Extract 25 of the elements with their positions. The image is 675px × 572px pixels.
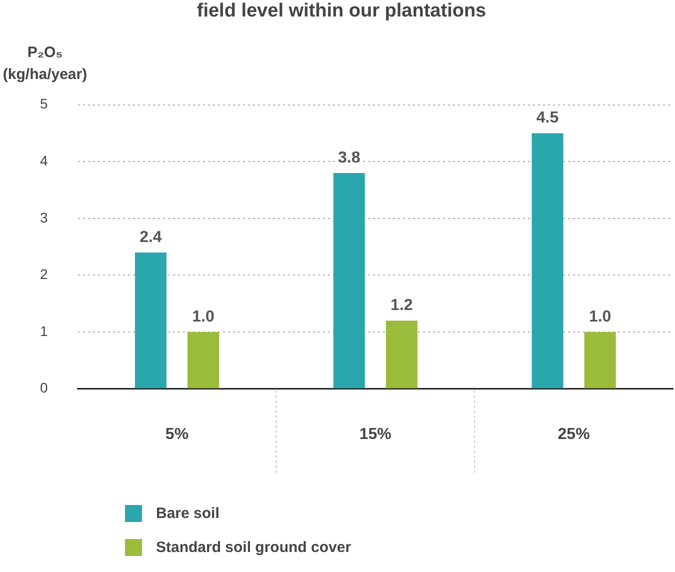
- bar: [333, 172, 365, 388]
- bar: [386, 320, 418, 388]
- x-tick-label: 25%: [558, 426, 590, 443]
- y-tick-label: 3: [40, 209, 48, 226]
- y-tick-label: 5: [40, 96, 48, 112]
- bar: [188, 332, 220, 388]
- legend-label: Standard soil ground cover: [156, 538, 352, 556]
- data-label: 3.8: [338, 149, 360, 166]
- chart-title: field level within our plantations: [196, 0, 486, 22]
- y-tick-label: 2: [40, 266, 48, 282]
- y-tick-label: 1: [40, 322, 48, 339]
- legend-label: Bare soil: [156, 504, 220, 522]
- bar: [134, 252, 166, 388]
- bar: [584, 332, 616, 388]
- x-tick-label: 15%: [359, 426, 392, 443]
- data-label: 1.2: [390, 297, 413, 314]
- data-label: 2.4: [140, 228, 162, 246]
- data-label: 1.0: [588, 308, 612, 326]
- y-tick-label: 4: [40, 152, 48, 168]
- y-axis-title: P₂O₅ (kg/ha/year): [2, 44, 88, 83]
- x-tick-label: 5%: [165, 426, 189, 443]
- y-tick-label: 0: [40, 380, 48, 396]
- data-label: 4.5: [536, 110, 559, 127]
- data-label: 1.0: [192, 308, 214, 326]
- bar: [532, 133, 564, 388]
